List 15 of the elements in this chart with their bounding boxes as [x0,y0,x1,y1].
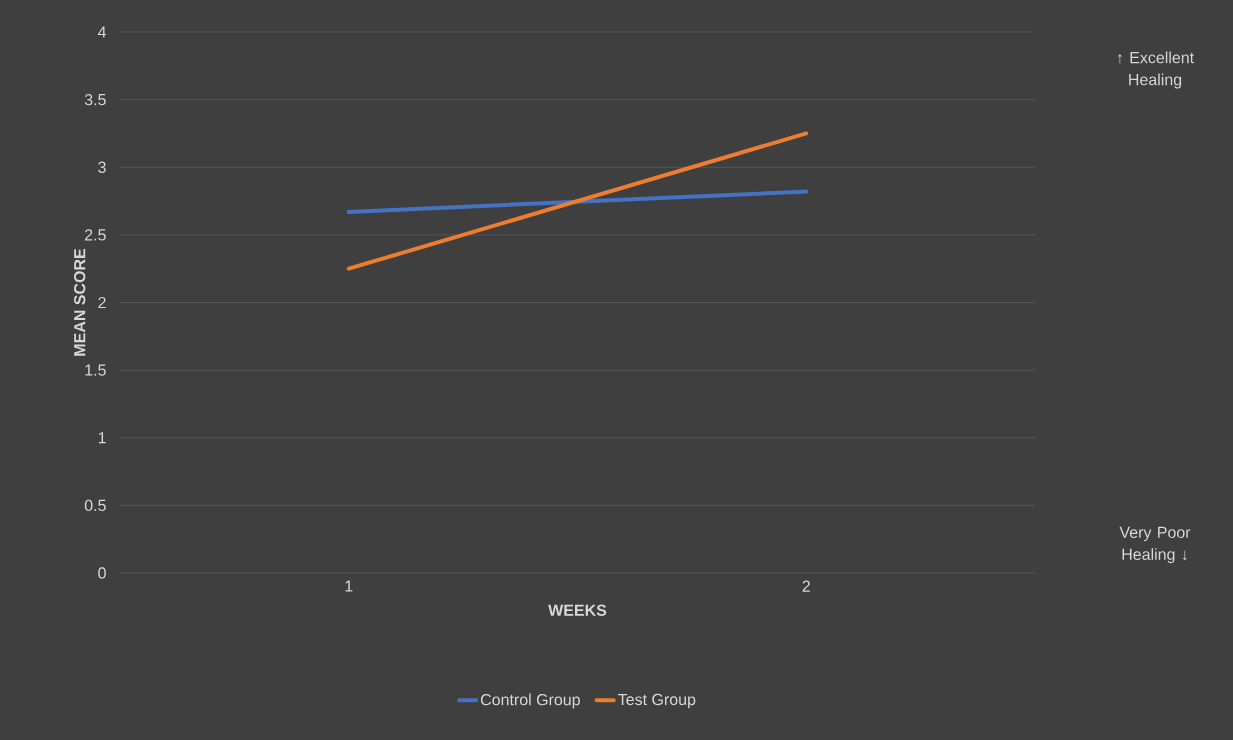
y-tick-label: 3.5 [84,93,106,106]
y-tick-label: 1 [98,432,106,444]
legend-label: Control Group [480,693,580,709]
y-tick-label: 3 [98,161,106,173]
text: ↑ Excellent Healing [1118,51,1195,89]
y-tick-label: 1.5 [85,364,106,376]
legend-label: Test Group [618,693,696,709]
y-tick-label: 2.5 [85,229,106,241]
x-axis-title: WEEKS [548,604,607,616]
y-tick-label: 0.5 [84,499,106,512]
y-tick-label: 0 [98,567,106,579]
y-tick-label: 4 [97,26,106,38]
y-axis-title: MEAN SCORE [74,248,86,356]
y-tick-label: 2 [98,296,106,309]
text: Very Poor Healing ↓ [1119,526,1191,564]
